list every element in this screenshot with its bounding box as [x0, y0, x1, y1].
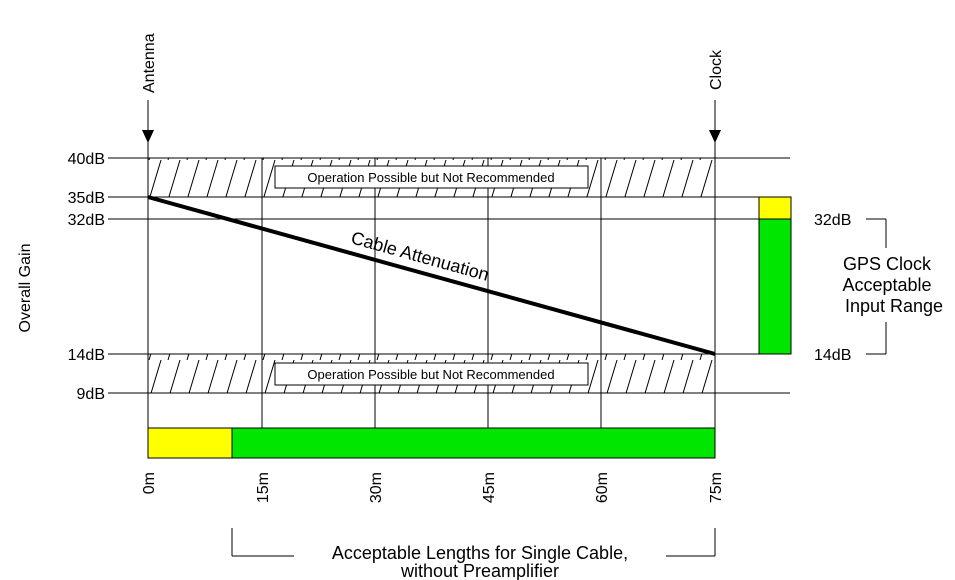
distance-label-0m: 0m — [141, 472, 158, 494]
horizontal-gridlines — [108, 157, 790, 394]
cable-length-caption-line-2: without Preamplifier — [400, 561, 559, 580]
clock-arrow-icon — [709, 130, 721, 143]
gps-range-bracket — [866, 218, 887, 355]
clock-label: Clock — [708, 49, 725, 90]
cable-length-yellow-segment — [147, 427, 233, 459]
distance-label-45m: 45m — [481, 472, 498, 503]
cable-length-bracket — [231, 528, 716, 557]
distance-label-60m: 60m — [594, 472, 611, 503]
gps-range-title-line-3: Input Range — [845, 296, 943, 316]
gain-label-14db: 14dB — [68, 347, 105, 364]
gain-label-35db: 35dB — [68, 190, 105, 207]
y-axis-title: Overall Gain — [17, 244, 34, 333]
upper-warning-box: Operation Possible but Not Recommended — [274, 165, 589, 189]
distance-label-15m: 15m — [255, 472, 272, 503]
gps-range-title-line-1: GPS Clock — [843, 254, 932, 274]
upper-warning-label: Operation Possible but Not Recommended — [307, 170, 554, 185]
antenna-label: Antenna — [141, 33, 158, 93]
cable-attenuation-line — [147, 195, 716, 356]
gps-range-yellow-segment — [758, 196, 792, 220]
distance-label-30m: 30m — [368, 472, 385, 503]
gain-label-9db: 9dB — [77, 386, 105, 403]
distance-label-75m: 75m — [708, 472, 725, 503]
lower-warning-label: Operation Possible but Not Recommended — [307, 367, 554, 382]
gps-range-lower-label: 14dB — [814, 347, 851, 364]
gps-range-upper-label: 32dB — [814, 212, 851, 229]
gain-label-32db: 32dB — [68, 212, 105, 229]
cable-attenuation-label: Cable Attenuation — [349, 228, 491, 285]
gps-range-green-segment — [758, 218, 792, 355]
lower-warning-box: Operation Possible but Not Recommended — [274, 362, 589, 386]
gps-range-title-line-2: Acceptable — [842, 275, 931, 295]
cable-length-caption-line-1: Acceptable Lengths for Single Cable, — [332, 543, 628, 563]
gain-label-40db: 40dB — [68, 151, 105, 168]
cable-length-green-segment — [231, 427, 716, 459]
antenna-arrow-icon — [142, 130, 154, 143]
gain-axis-labels: 40dB 35dB 32dB 14dB 9dB — [68, 151, 105, 403]
distance-axis-labels: 0m 15m 30m 45m 60m 75m — [141, 472, 725, 503]
